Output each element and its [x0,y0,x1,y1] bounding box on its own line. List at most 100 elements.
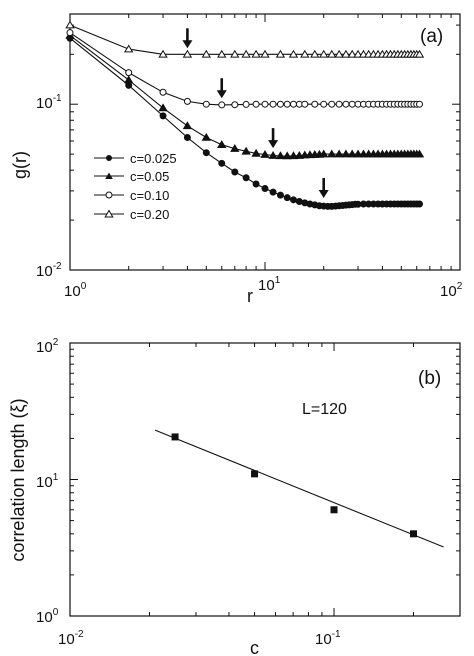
panel-b-label: (b) [418,368,441,389]
data-point [182,49,193,58]
data-point [276,100,284,108]
data-point [327,149,337,158]
series-c=0.20 [65,20,425,58]
data-point [334,149,344,158]
data-point [328,100,336,108]
data-point [218,101,226,109]
data-point [347,49,357,58]
legend-item: c=0.05 [94,169,169,184]
panel-a-series [65,20,425,210]
data-point [124,75,134,84]
data-point [342,100,350,108]
panel-b-x-axis-label: c [250,638,259,656]
legend-item: c=0.20 [94,207,169,222]
data-point [330,506,338,514]
data-point [230,49,240,58]
data-point [353,149,363,158]
panel-b-annotation: L=120 [302,401,347,418]
legend-label: c=0.05 [130,169,169,184]
data-point [269,100,277,108]
series-c=0.025 [66,34,424,210]
data-point [230,143,240,152]
panel-a-y-tick-label: 10-1 [36,93,62,112]
panel-b-x-tick-label: 10-1 [315,629,341,648]
data-point [171,433,179,441]
data-point [283,194,291,202]
data-point [268,150,278,159]
data-point [202,100,210,108]
legend-label: c=0.10 [130,188,169,203]
series-line [69,32,420,106]
data-point [410,530,418,538]
data-point [158,103,168,112]
data-point [275,49,286,58]
data-point [217,140,227,148]
data-point [334,49,344,58]
data-point [241,49,251,58]
data-point [300,49,310,58]
data-point [282,151,292,160]
data-point [416,200,424,208]
data-point [261,185,269,193]
arrow-head [182,40,193,49]
data-point [347,149,357,158]
data-point [283,100,291,108]
panel-a-x-tick-label: 100 [64,281,87,300]
data-point [183,133,191,141]
data-point [251,470,259,478]
data-point [319,149,329,158]
data-point [260,49,270,58]
data-point [201,132,211,141]
data-point [348,100,356,108]
data-point [310,49,320,58]
panel-b-y-tick-label: 100 [36,607,59,626]
legend: c=0.025 c=0.05 c=0.10 c=0.20 [94,151,177,222]
data-point [288,49,299,58]
data-point [183,97,191,105]
data-point [320,100,328,108]
series-line [69,37,420,207]
data-point [311,100,319,108]
data-point [260,149,270,158]
data-point [202,149,210,157]
data-point [231,101,239,109]
data-point [261,100,269,108]
arrow-head [318,190,329,199]
panel-a-ticks [69,14,461,271]
data-point [251,49,261,58]
data-point [416,100,424,108]
data-point [276,191,284,199]
data-point [301,100,309,108]
data-point [341,149,351,158]
panel-b-x-tick-label: 10-2 [58,629,84,648]
panel-a-x-axis-label: r [247,286,253,306]
panel-b-y-tick-label: 102 [36,337,59,356]
series-c=0.05 [65,30,425,160]
panel-b-frame [69,342,461,617]
data-point [353,49,363,58]
data-point [252,100,260,108]
panel-a-y-axis-label: g(r) [10,151,30,179]
legend-item: c=0.025 [94,151,177,166]
data-point [414,49,425,58]
data-point [125,69,133,77]
data-point [335,100,343,108]
panel-a-label: (a) [420,26,443,47]
legend-label: c=0.20 [130,207,169,222]
data-point [124,44,134,53]
panel-a-x-tick-label: 102 [440,281,463,300]
panel-a-y-tick-label: 10-2 [36,261,62,280]
data-point [65,20,75,29]
series-c=0.10 [66,29,424,109]
data-point [182,121,193,130]
series-line [69,24,420,55]
panel-a-arrows [182,28,329,199]
data-point [158,49,168,58]
data-point [414,149,425,158]
panel-a: (a) 100 101 102 10-1 10-2 r g(r) c=0.025… [10,13,463,306]
legend-item: c=0.10 [94,188,169,203]
panel-b: (b) L=120 10-2 10-1 102 101 100 c correl… [8,337,461,656]
data-point [159,112,167,120]
fit-line [154,429,444,548]
